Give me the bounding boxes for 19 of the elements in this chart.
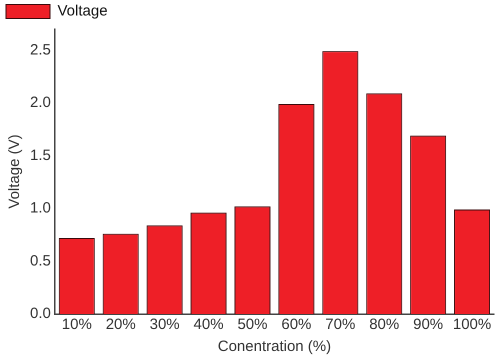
x-tick-label: 70% xyxy=(325,316,356,334)
x-tick-label: 30% xyxy=(150,316,180,334)
x-tick-label: 20% xyxy=(106,316,136,334)
y-axis-title: Voltage (V) xyxy=(6,134,24,209)
y-tick-label: 0.0 xyxy=(30,305,51,322)
x-tick-label: 100% xyxy=(452,316,492,334)
x-tick-label: 40% xyxy=(194,316,224,334)
y-tick-label: 1.0 xyxy=(30,200,51,217)
y-tick-label: 2.5 xyxy=(30,41,51,58)
x-tick-label: 90% xyxy=(413,316,444,334)
y-tick-label: 0.5 xyxy=(30,252,51,270)
x-axis-title: Conentration (%) xyxy=(218,338,332,356)
y-tick-label: 1.5 xyxy=(30,146,51,164)
legend-label: Voltage xyxy=(58,2,108,20)
y-tick-label: 2.0 xyxy=(30,94,51,112)
x-tick-label: 50% xyxy=(237,316,268,334)
x-tick-label: 80% xyxy=(369,316,400,334)
x-tick-label: 60% xyxy=(281,316,312,334)
x-tick-label: 10% xyxy=(62,316,92,334)
